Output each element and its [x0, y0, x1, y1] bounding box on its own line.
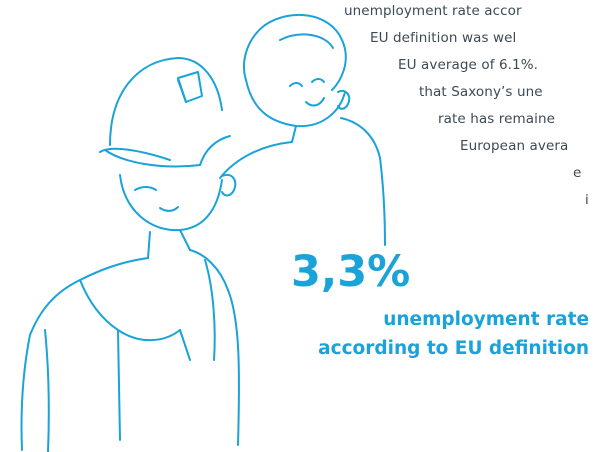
worker-hard-hat-illustration — [20, 57, 240, 452]
body-text-line-1: unemployment rate accor — [344, 3, 522, 19]
body-text-line-7: e — [573, 165, 582, 181]
body-text-line-3: EU average of 6.1%. — [398, 57, 539, 73]
body-text-line-8: i — [585, 192, 589, 208]
stat-label-line-1: unemployment rate — [383, 309, 589, 330]
body-text-line-6: European avera — [460, 138, 569, 154]
stat-value: 3,3% — [291, 247, 411, 297]
stat-label-line-2: according to EU definition — [318, 338, 589, 359]
body-text-line-4: that Saxony’s une — [419, 84, 543, 100]
body-text-line-2: EU definition was wel — [370, 30, 517, 46]
colleague-illustration — [219, 13, 386, 246]
body-text-line-5: rate has remaine — [438, 111, 556, 127]
